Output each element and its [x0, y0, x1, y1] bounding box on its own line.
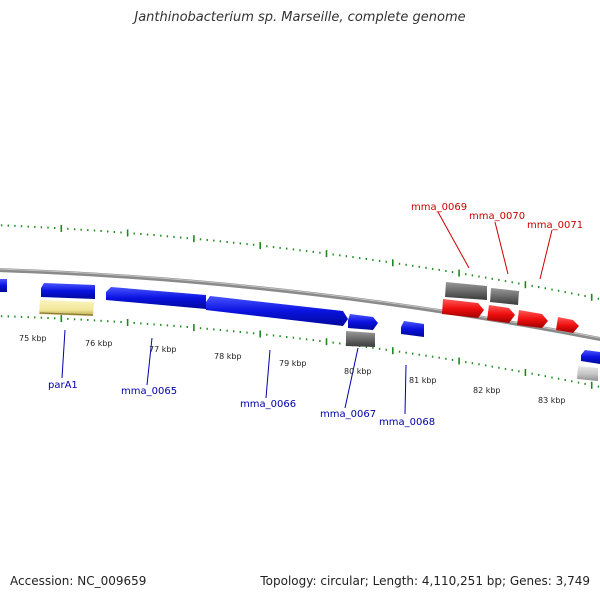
scale-labels: 75 kbp 76 kbp 77 kbp 78 kbp 79 kbp 80 kb… — [19, 334, 566, 405]
gene-arrow-reverse[interactable] — [442, 299, 484, 318]
gene-label: mma_0066 — [240, 399, 296, 410]
forward-gene-labels: parA1 mma_0065 mma_0066 mma_0067 mma_006… — [48, 380, 435, 428]
scale-label: 79 kbp — [279, 359, 307, 368]
reverse-gene-labels: mma_0069 mma_0070 mma_0071 — [411, 202, 583, 231]
gene-label: mma_0069 — [411, 202, 467, 213]
gene-arrow[interactable] — [106, 287, 206, 309]
scale-label: 77 kbp — [149, 345, 177, 354]
gene-label: mma_0065 — [121, 386, 177, 397]
gene-label: parA1 — [48, 380, 78, 391]
accession-text: Accession: NC_009659 — [10, 574, 147, 588]
map-title: Janthinobacterium sp. Marseille, complet… — [134, 10, 466, 25]
upper-tick-track — [0, 224, 600, 301]
gene-label: mma_0070 — [469, 211, 525, 222]
scale-label: 81 kbp — [409, 376, 437, 385]
gene-arrow[interactable] — [0, 279, 7, 292]
feature-track[interactable] — [0, 279, 600, 381]
gene-label: mma_0068 — [379, 417, 435, 428]
gene-arrow[interactable] — [41, 283, 95, 299]
gene-label: mma_0067 — [320, 409, 376, 420]
scale-label: 82 kbp — [473, 386, 501, 395]
scale-label: 78 kbp — [214, 352, 242, 361]
reverse-label-leaders — [437, 211, 553, 280]
gene-arrow[interactable] — [206, 296, 348, 326]
genome-summary-text: Topology: circular; Length: 4,110,251 bp… — [260, 574, 590, 588]
gene-block[interactable] — [445, 282, 487, 300]
scale-label: 80 kbp — [344, 367, 372, 376]
scale-label: 75 kbp — [19, 334, 47, 343]
gene-block[interactable] — [490, 288, 519, 305]
gene-arrow[interactable] — [348, 314, 378, 330]
gene-arrow-reverse[interactable] — [517, 310, 548, 328]
gene-block[interactable] — [39, 300, 94, 316]
gene-block[interactable] — [577, 366, 598, 381]
gene-block[interactable] — [346, 331, 375, 347]
scale-label: 83 kbp — [538, 396, 566, 405]
scale-label: 76 kbp — [85, 339, 113, 348]
forward-label-leaders — [61, 329, 407, 415]
gene-arrow-reverse[interactable] — [487, 305, 515, 323]
gene-arrow[interactable] — [401, 321, 424, 337]
lower-tick-track — [0, 315, 600, 389]
gene-arrow-reverse[interactable] — [556, 317, 579, 333]
gene-arrow[interactable] — [581, 350, 600, 364]
gene-label: mma_0071 — [527, 220, 583, 231]
